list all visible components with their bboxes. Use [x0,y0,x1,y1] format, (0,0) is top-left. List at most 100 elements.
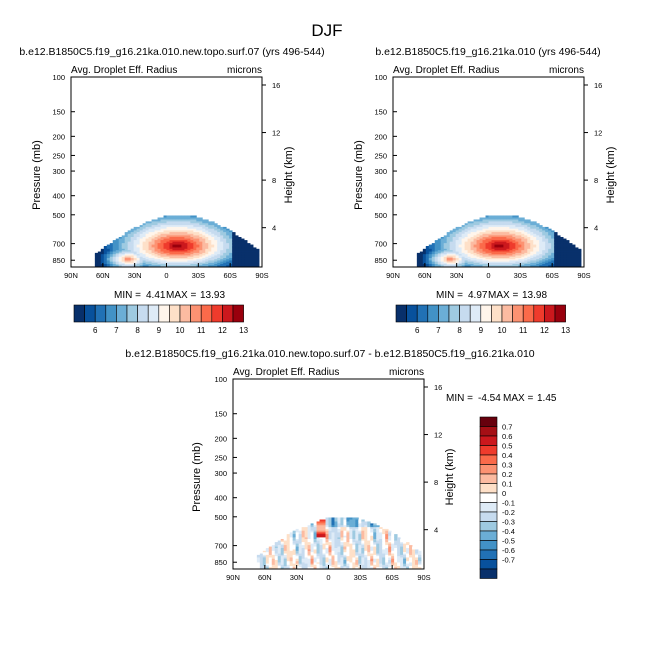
field-cell [464,230,469,233]
field-cell [376,532,380,535]
field-cell [136,251,141,254]
field-cell [295,552,300,554]
field-cell [503,232,507,235]
field-cell [521,247,525,250]
field-cell [286,556,291,558]
field-cell [337,558,341,561]
field-cell [527,238,531,241]
field-cell [310,546,314,549]
field-cell [425,250,430,252]
field-cell [328,523,332,526]
field-cell [515,262,519,265]
field-cell [557,261,561,264]
field-cell [274,564,279,567]
field-cell [500,248,504,251]
field-cell [175,265,179,267]
field-cell [283,554,288,557]
field-cell [397,546,401,549]
field-cell [337,538,341,541]
field-cell [464,256,469,259]
field-cell [554,251,558,254]
field-cell [455,228,460,231]
field-cell [310,535,314,538]
field-cell [208,223,212,226]
field-cell [491,244,495,247]
field-cell [94,261,99,264]
field-cell [416,256,421,259]
field-cell [352,549,356,552]
field-cell [473,244,477,247]
field-cell [509,226,513,230]
latitude-tick-label: 60S [385,573,398,582]
field-cell [334,546,338,549]
field-cell [226,230,230,233]
field-cell [527,221,531,224]
field-cell [491,246,495,248]
field-cell [226,241,230,244]
field-cell [280,564,285,567]
field-cell [406,565,410,568]
field-cell [388,538,392,541]
field-cell [503,238,507,241]
field-cell [337,556,341,558]
field-cell [370,561,374,563]
field-cell [286,554,291,557]
field-cell [196,248,200,251]
field-cell [551,240,555,243]
field-cell [515,225,519,228]
field-cell [415,558,419,561]
field-cell [385,553,389,556]
field-cell [355,521,359,524]
field-cell [220,246,224,248]
field-cell [202,230,206,233]
field-cell [307,542,311,545]
field-cell [461,236,466,239]
field-cell [241,262,245,265]
field-cell [118,244,123,247]
field-cell [223,233,227,236]
field-cell [524,221,528,224]
field-cell [331,527,335,530]
field-cell [325,553,329,556]
field-cell [455,260,460,263]
field-cell [485,230,489,233]
field-cell [557,265,561,267]
field-cell [340,558,344,561]
field-cell [518,235,522,238]
field-cell [524,243,528,245]
field-cell [100,250,105,252]
field-cell [328,553,332,556]
field-cell [509,248,513,251]
field-cell [220,236,224,239]
field-cell [343,556,347,558]
field-cell [292,538,297,541]
colorbar2-swatch [459,304,471,323]
field-cell [509,262,513,265]
field-cell [455,265,460,267]
field-cell [304,561,309,563]
field-cell [250,252,254,255]
field-cell [479,261,483,264]
field-cell [334,550,338,553]
field-cell [115,261,120,264]
field-cell [163,219,167,222]
field-cell [301,548,306,550]
field-cell [485,246,489,248]
field-cell [500,262,504,265]
field-cell [235,254,239,256]
field-cell [220,260,224,263]
field-cell [449,243,454,245]
field-cell [361,542,365,545]
field-cell [172,236,176,239]
field-cell [130,228,135,231]
field-cell [97,256,102,259]
field-cell [346,548,350,550]
field-cell [361,519,365,522]
field-cell [106,252,111,255]
field-cell [554,259,558,261]
field-cell [494,250,498,252]
field-cell [491,243,495,245]
field-cell [340,535,344,538]
field-cell [304,556,309,558]
field-cell [289,550,294,553]
